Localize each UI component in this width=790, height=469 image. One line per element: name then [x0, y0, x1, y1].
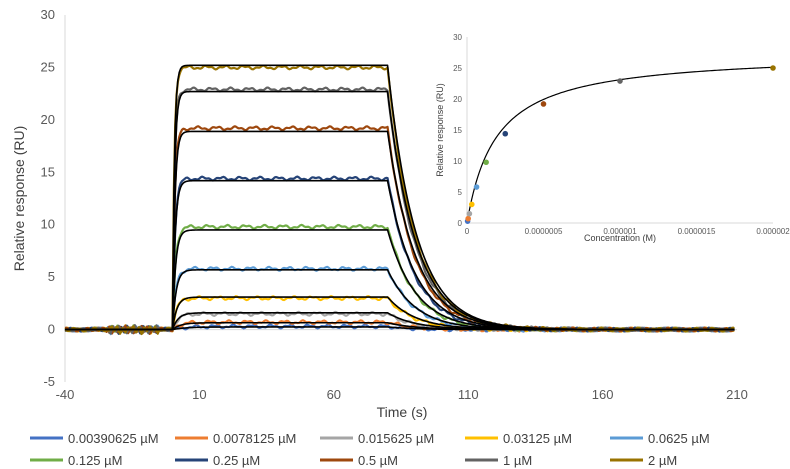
inset-data-point — [473, 184, 480, 190]
inset-y-tick-label: 5 — [458, 188, 463, 197]
legend-label: 0.00390625 µM — [68, 431, 159, 446]
legend-label: 0.015625 µM — [358, 431, 434, 446]
inset-data-point — [770, 65, 776, 71]
inset-data-point — [502, 130, 509, 137]
y-tick-label: 0 — [48, 322, 55, 337]
y-axis-title: Relative response (RU) — [11, 126, 27, 272]
inset-fit-curve — [466, 66, 774, 224]
legend-label: 0.125 µM — [68, 453, 122, 468]
legend-label: 0.0078125 µM — [213, 431, 296, 446]
y-tick-label: 20 — [41, 112, 55, 127]
inset-x-tick-label: 0 — [465, 227, 470, 236]
x-tick-label: 210 — [726, 387, 748, 402]
inset-x-axis-title: Concentration (M) — [584, 233, 656, 243]
legend-label: 0.25 µM — [213, 453, 260, 468]
data-series-line — [64, 86, 735, 335]
y-tick-label: 10 — [41, 217, 55, 232]
y-tick-label: 30 — [41, 7, 55, 22]
inset-y-tick-label: 20 — [453, 95, 462, 104]
inset-x-tick-label: 0.000001 — [603, 227, 637, 236]
inset-binding-curve: 0 5 10 15 20 25 30 0 0.0000005 0.000001 0.0000015 0… — [435, 33, 790, 243]
inset-data-point — [468, 201, 475, 208]
inset-y-tick-label: 15 — [453, 126, 462, 135]
x-tick-label: 10 — [192, 387, 206, 402]
inset-x-tick-label: 0.0000005 — [525, 227, 563, 236]
legend-label: 0.0625 µM — [648, 431, 710, 446]
inset-y-tick-label: 10 — [453, 157, 462, 166]
y-tick-label: 15 — [41, 164, 55, 179]
legend-label: 0.03125 µM — [503, 431, 572, 446]
inset-x-tick-label: 0.0000015 — [678, 227, 716, 236]
x-tick-label: -40 — [56, 387, 75, 402]
inset-x-tick-label: 0.000002 — [756, 227, 790, 236]
x-tick-label: 160 — [592, 387, 614, 402]
x-axis-title: Time (s) — [377, 404, 428, 420]
inset-data-point — [540, 101, 547, 107]
legend: 0.00390625 µM 0.0078125 µM 0.015625 µM 0.03… — [30, 431, 710, 468]
x-tick-label: 60 — [327, 387, 341, 402]
inset-data-point — [617, 78, 623, 84]
fit-curve-line — [65, 229, 735, 331]
legend-label: 0.5 µM — [358, 453, 398, 468]
inset-data-point — [483, 159, 489, 166]
legend-label: 2 µM — [648, 453, 677, 468]
fit-curve-line — [65, 64, 735, 331]
fit-curve-line — [65, 90, 735, 331]
x-tick-label: 110 — [458, 387, 479, 402]
inset-y-tick-label: 0 — [458, 219, 463, 228]
y-tick-label: 25 — [41, 59, 55, 74]
legend-label: 1 µM — [503, 453, 532, 468]
inset-y-tick-label: 25 — [453, 64, 462, 73]
y-tick-label: 5 — [48, 269, 55, 284]
y-tick-label: -5 — [43, 374, 55, 389]
main-plot-area: -5 0 5 10 15 20 25 30 -40 10 60 110 160 210 Time (s) Re… — [11, 7, 748, 420]
inset-data-point — [465, 215, 471, 222]
inset-y-axis-title: Relative response (RU) — [435, 83, 445, 177]
inset-data-point — [466, 210, 473, 217]
inset-y-tick-label: 30 — [453, 33, 462, 42]
